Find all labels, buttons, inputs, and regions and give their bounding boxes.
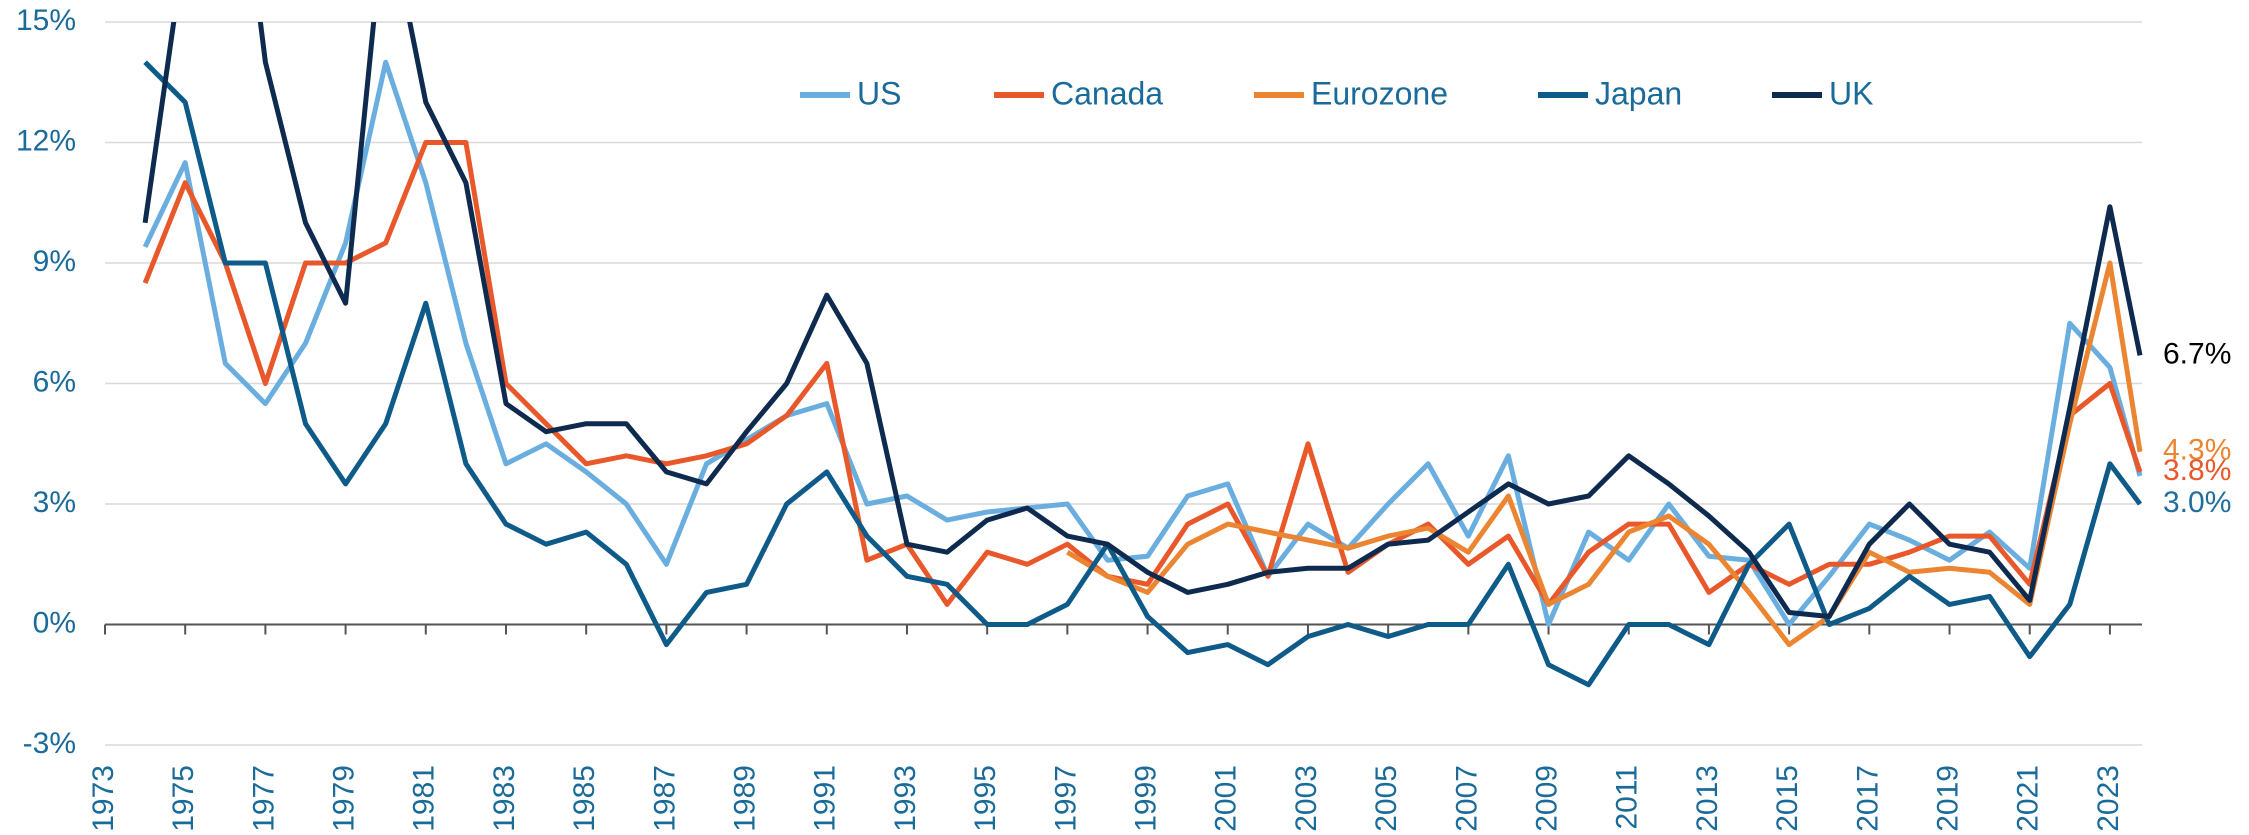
x-tick-label: 1995 — [969, 765, 1002, 832]
x-tick-label: 2023 — [2092, 765, 2125, 832]
x-tick-label: 1991 — [809, 765, 842, 832]
y-tick-label: 12% — [16, 124, 76, 157]
x-tick-label: 2007 — [1450, 765, 1483, 832]
x-tick-label: 2005 — [1370, 765, 1403, 832]
end-label: 3.0% — [2163, 486, 2231, 519]
x-tick-label: 2003 — [1290, 765, 1323, 832]
x-tick-label: 2011 — [1611, 765, 1644, 830]
x-tick-label: 1997 — [1049, 765, 1082, 832]
y-tick-label: 6% — [33, 365, 76, 398]
x-tick-label: 1989 — [728, 765, 761, 832]
x-tick-label: 2015 — [1771, 765, 1804, 832]
series-line — [142, 59, 2143, 627]
x-tick-label: 1973 — [87, 765, 120, 832]
series-line — [142, 22, 2143, 619]
x-tick-label: 1985 — [568, 765, 601, 832]
x-tick-label: 2013 — [1691, 765, 1724, 832]
legend-label: UK — [1829, 75, 1873, 111]
y-tick-label: 9% — [33, 245, 76, 278]
x-tick-label: 1993 — [889, 765, 922, 832]
legend-label: US — [857, 75, 901, 111]
end-label: 3.8% — [2163, 454, 2231, 487]
x-tick-label: 1999 — [1129, 765, 1162, 832]
x-tick-label: 1979 — [328, 765, 361, 832]
x-tick-label: 2021 — [2012, 765, 2045, 832]
x-tick-label: 2019 — [1931, 765, 1964, 832]
x-tick-label: 1987 — [648, 765, 681, 832]
end-label: 6.7% — [2163, 337, 2231, 370]
series-line — [142, 140, 2143, 607]
x-tick-label: 1983 — [488, 765, 521, 832]
series-line — [1066, 260, 2143, 648]
legend-label: Japan — [1595, 75, 1682, 111]
legend-label: Canada — [1051, 75, 1163, 111]
plot-area — [142, 22, 2143, 688]
x-tick-label: 1977 — [247, 765, 280, 832]
x-tick-label: 2017 — [1851, 765, 1884, 832]
x-tick-label: 1981 — [408, 765, 441, 832]
x-tick-label: 2001 — [1210, 765, 1243, 832]
y-tick-label: 15% — [16, 4, 76, 37]
end-label: 4.3% — [2163, 434, 2231, 467]
x-tick-label: 2009 — [1530, 765, 1563, 832]
series-line — [143, 60, 2143, 688]
y-tick-label: 0% — [33, 606, 76, 639]
y-tick-label: 3% — [33, 486, 76, 519]
legend-label: Eurozone — [1311, 75, 1448, 111]
y-tick-label: -3% — [23, 727, 76, 760]
x-tick-label: 1975 — [167, 765, 200, 832]
